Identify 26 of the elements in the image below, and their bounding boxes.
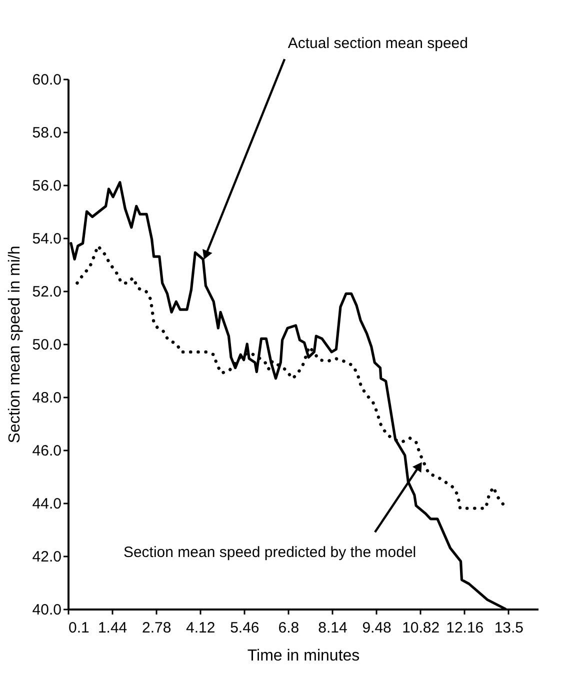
- x-tick-label: 4.12: [186, 620, 216, 636]
- y-tick-label: 46.0: [32, 442, 62, 460]
- y-axis-title: Section mean speed in mi/h: [6, 246, 24, 444]
- x-tick-label: 6.8: [278, 620, 300, 636]
- x-axis-title: Time in minutes: [247, 648, 360, 664]
- annotation: Actual section mean speed: [288, 35, 468, 52]
- x-tick-label: 12.16: [446, 620, 484, 636]
- x-tick-label: 2.78: [142, 620, 172, 636]
- y-tick-label: 58.0: [32, 124, 62, 142]
- x-tick-label: 5.46: [230, 620, 260, 636]
- y-tick-label: 44.0: [32, 496, 62, 512]
- x-tick-label: 9.48: [362, 620, 392, 636]
- y-tick-label: 52.0: [32, 284, 62, 300]
- y-tick-label: 40.0: [32, 602, 62, 618]
- y-tick-label: 50.0: [32, 336, 62, 354]
- x-tick-label: 8.14: [318, 620, 348, 636]
- y-tick-label: 54.0: [32, 230, 62, 248]
- x-tick-label: 0.1: [68, 620, 90, 636]
- x-tick-label: 1.44: [98, 620, 128, 636]
- x-tick-label: 10.82: [402, 620, 440, 636]
- y-tick-label: 48.0: [32, 390, 62, 406]
- y-tick-label: 56.0: [32, 178, 62, 194]
- x-tick-label: 13.5: [494, 620, 524, 636]
- y-tick-label: 42.0: [32, 548, 62, 566]
- annotation: Section mean speed predicted by the model: [123, 544, 416, 562]
- y-tick-label: 60.0: [32, 72, 62, 88]
